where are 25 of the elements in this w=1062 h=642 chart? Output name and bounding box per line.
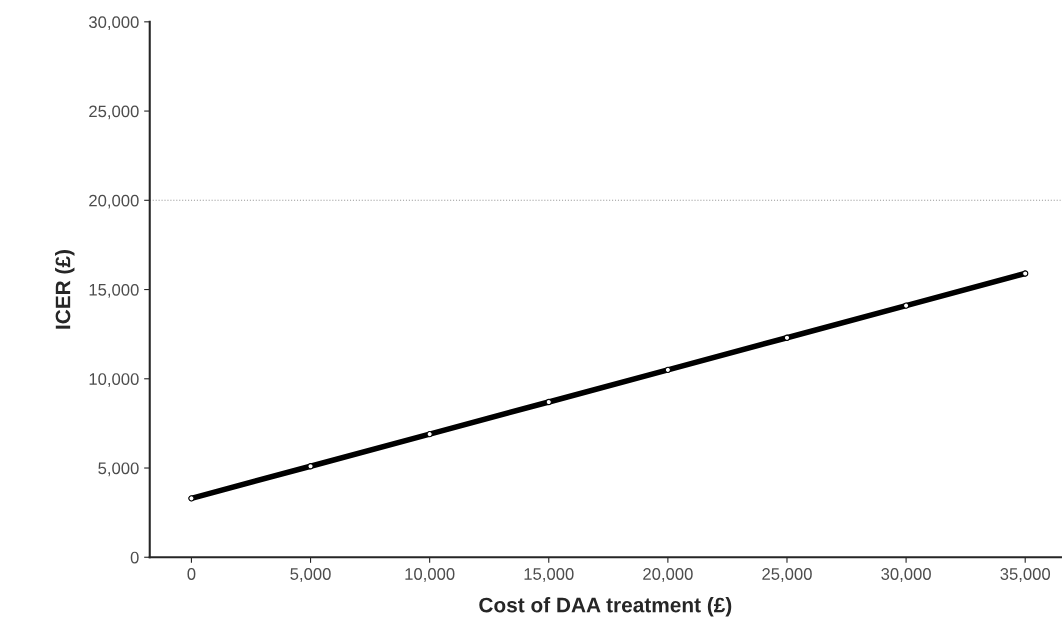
y-tick-label: 10,000 xyxy=(89,373,139,387)
x-tick-label: 15,000 xyxy=(524,568,574,582)
x-tick-label: 0 xyxy=(187,568,196,580)
y-tick-label: 30,000 xyxy=(88,16,139,30)
y-tick-label: 5,000 xyxy=(98,462,139,477)
x-tick-label: 10,000 xyxy=(405,568,455,582)
point xyxy=(307,463,314,470)
point xyxy=(1022,270,1029,277)
x-axis-title: Cost of DAA treatment (£) xyxy=(479,597,732,617)
y-tick-label: 20,000 xyxy=(89,194,139,209)
point xyxy=(545,398,552,406)
point xyxy=(664,366,672,374)
x-tick-label: 30,000 xyxy=(881,568,931,582)
y-tick-label: 25,000 xyxy=(89,105,139,120)
x-tick-label: 35,000 xyxy=(1000,568,1051,582)
point xyxy=(426,430,433,438)
y-axis-title: ICER (£) xyxy=(55,250,75,329)
x-tick-label: 20,000 xyxy=(643,568,693,582)
x-tick-label: 5,000 xyxy=(290,568,331,582)
point xyxy=(783,334,791,341)
x-tick-label: 25,000 xyxy=(762,568,812,582)
point xyxy=(902,302,910,309)
y-tick-label: 0 xyxy=(130,551,139,564)
point xyxy=(188,495,195,502)
y-tick-label: 15,000 xyxy=(89,283,139,298)
